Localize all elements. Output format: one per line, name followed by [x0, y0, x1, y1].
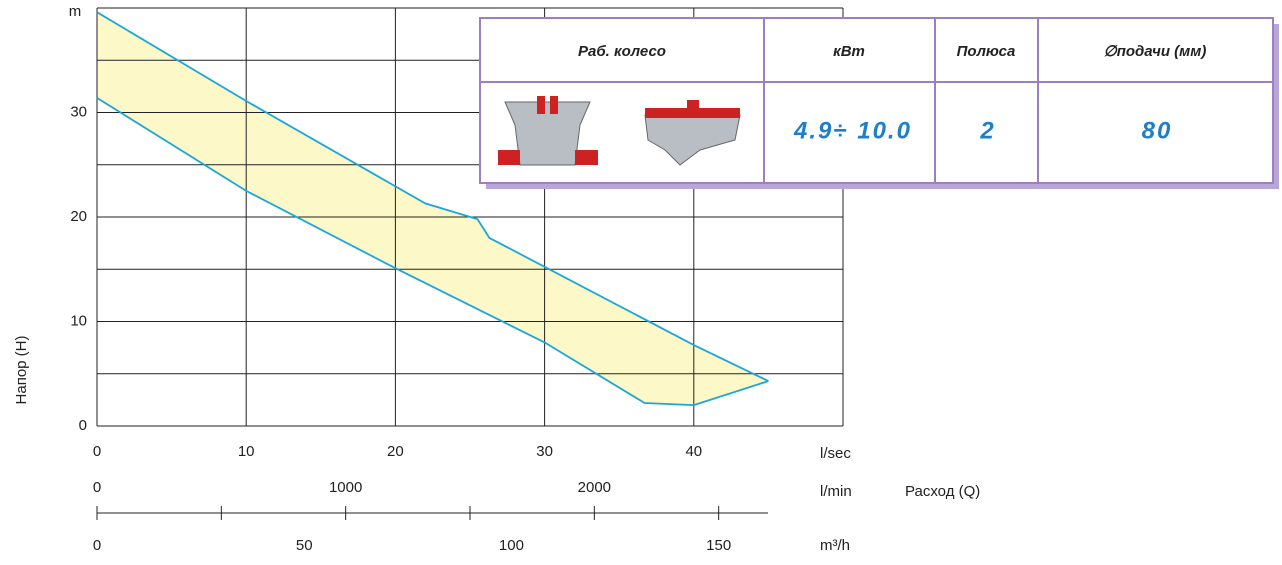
table-cell: 80	[1142, 117, 1173, 144]
impeller-icon	[498, 96, 598, 166]
x2-tick-label: 0	[93, 479, 101, 496]
head-curve	[96, 11, 769, 382]
envelope-fill	[97, 12, 769, 406]
x-tick-label: 10	[238, 443, 255, 460]
y-tick-label: 30	[70, 103, 87, 120]
x-unit: l/sec	[820, 445, 851, 462]
y-tick-label: 10	[70, 312, 87, 329]
table-cell: 4.9÷ 10.0	[793, 117, 912, 144]
table-cell: 2	[979, 117, 995, 144]
x2-unit: l/min	[820, 483, 852, 500]
x-tick-label: 20	[387, 443, 404, 460]
table-frame	[479, 17, 1274, 184]
table-header: Полюса	[957, 43, 1016, 60]
y-unit: m	[69, 3, 82, 20]
x3-tick-label: 100	[499, 537, 524, 554]
table-header: кВт	[833, 43, 865, 60]
x-tick-label: 40	[685, 443, 702, 460]
table-header: Раб. колесо	[578, 43, 666, 60]
impeller-icon	[644, 100, 741, 166]
x3-tick-label: 50	[296, 537, 313, 554]
x3-tick-label: 150	[706, 537, 731, 554]
x3-unit: m³/h	[820, 537, 850, 554]
y-tick-label: 0	[79, 417, 87, 434]
x2-tick-label: 1000	[329, 479, 362, 496]
x-title: Расход (Q)	[905, 483, 980, 500]
x-tick-label: 30	[536, 443, 553, 460]
x3-tick-label: 0	[93, 537, 101, 554]
x-tick-label: 0	[93, 443, 101, 460]
spec-table: Раб. колесо кВт Полюса ∅подачи (мм) 4.9÷…	[479, 17, 1279, 189]
y-label: Напор (H)	[13, 336, 30, 405]
y-tick-label: 20	[70, 208, 87, 225]
head-curve	[96, 97, 769, 407]
table-header: ∅подачи (мм)	[1104, 43, 1207, 60]
x2-tick-label: 2000	[578, 479, 611, 496]
